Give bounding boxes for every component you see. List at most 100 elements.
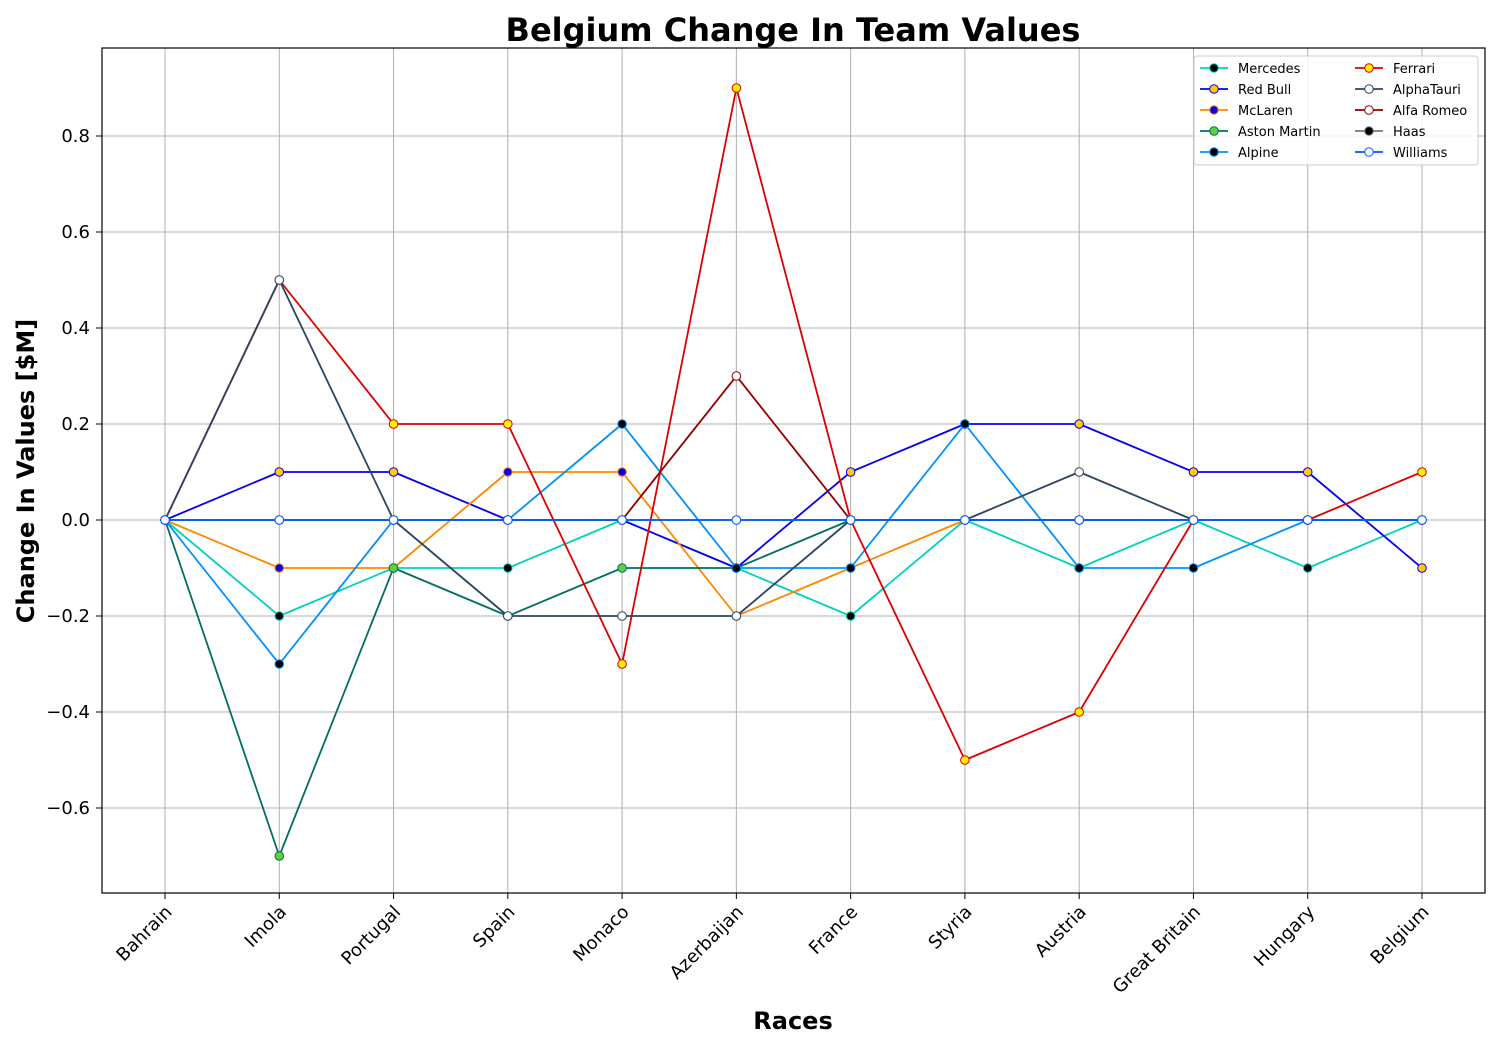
legend-item-ferrari: Ferrari (1355, 62, 1435, 77)
data-point-williams (731, 515, 742, 525)
data-point-alpine (845, 563, 856, 573)
data-point-red-bull (388, 467, 399, 477)
data-point-williams (1302, 515, 1313, 525)
data-point-mclaren (617, 467, 627, 477)
data-point-williams (1417, 515, 1427, 525)
data-point-williams (160, 515, 170, 525)
data-point-mercedes (503, 563, 513, 573)
y-tick-label: 0.4 (61, 318, 90, 339)
legend-item-mclaren: McLaren (1200, 104, 1293, 119)
legend-item-alpine: Alpine (1200, 146, 1279, 161)
legend-label: Aston Martin (1238, 125, 1321, 140)
data-point-red-bull (274, 467, 285, 477)
series-alfa-romeo (160, 371, 1427, 525)
data-point-williams (503, 515, 513, 525)
y-tick-label: −0.6 (46, 798, 90, 819)
data-point-williams (274, 515, 285, 525)
data-point-mclaren (274, 563, 285, 573)
x-tick-label: Azerbaijan (666, 902, 748, 984)
data-point-mercedes (1302, 563, 1313, 573)
y-tick-label: 0.6 (61, 222, 90, 243)
legend-label: Haas (1393, 125, 1426, 140)
legend-swatch-marker (1209, 105, 1219, 115)
x-tick-label: Portugal (338, 902, 406, 970)
data-point-ferrari (503, 419, 513, 429)
data-point-aston-martin (388, 563, 399, 573)
data-point-red-bull (1188, 467, 1199, 477)
data-point-ferrari (617, 659, 627, 669)
data-point-mercedes (845, 611, 856, 621)
plot-frame (101, 47, 1486, 894)
legend-swatch-marker (1209, 84, 1219, 94)
data-point-mercedes (274, 611, 285, 621)
data-point-red-bull (1302, 467, 1313, 477)
data-point-aston-martin (274, 851, 285, 861)
x-tick-label: Belgium (1367, 902, 1434, 969)
legend-item-alphatauri: AlphaTauri (1355, 83, 1461, 98)
legend-swatch-marker (1364, 63, 1374, 73)
x-tick-label: Spain (469, 902, 519, 952)
series-williams (160, 515, 1427, 525)
data-point-alpine (1188, 563, 1199, 573)
data-point-williams (845, 515, 856, 525)
legend-label: Williams (1393, 146, 1448, 161)
legend-label: Alfa Romeo (1393, 104, 1467, 119)
y-tick-label: −0.4 (46, 702, 90, 723)
y-axis-ticks: −0.6 −0.4 −0.2 0.0 0.2 0.4 0.6 0.8 (46, 126, 102, 819)
data-point-aston-martin (617, 563, 627, 573)
chart-title: Belgium Change In Team Values (506, 11, 1081, 49)
legend-label: Alpine (1238, 146, 1279, 161)
series-line-alfa-romeo (165, 375, 1422, 521)
legend-swatch-marker (1364, 105, 1374, 115)
legend-label: AlphaTauri (1393, 83, 1461, 98)
data-point-alpine (274, 659, 285, 669)
data-point-alphatauri (731, 611, 742, 621)
legend-swatch-marker (1209, 147, 1219, 157)
data-point-alpine (617, 419, 627, 429)
data-point-alphatauri (503, 611, 513, 621)
data-point-alphatauri (617, 611, 627, 621)
data-point-ferrari (1417, 467, 1427, 477)
data-point-alpine (1074, 563, 1084, 573)
series-layer (160, 83, 1427, 861)
legend-item-alfa-romeo: Alfa Romeo (1355, 104, 1467, 119)
legend-item-aston-martin: Aston Martin (1200, 125, 1321, 140)
data-point-williams (1188, 515, 1199, 525)
x-axis-ticks: Bahrain Imola Portugal Spain Monaco Azerbaija… (112, 893, 1434, 998)
series-line-red-bull (164, 423, 1423, 569)
legend-label: Red Bull (1238, 83, 1291, 98)
legend-item-haas: Haas (1355, 125, 1426, 140)
data-point-ferrari (960, 755, 970, 765)
legend-label: McLaren (1238, 104, 1293, 119)
y-tick-label: −0.2 (46, 606, 90, 627)
legend-swatch-marker (1209, 63, 1219, 73)
legend-swatch-marker (1209, 126, 1219, 136)
data-point-alfa-romeo (731, 371, 742, 381)
legend-box (1193, 55, 1479, 166)
data-point-alpine (960, 419, 970, 429)
legend-item-williams: Williams (1355, 146, 1448, 161)
legend-item-mercedes: Mercedes (1200, 62, 1301, 77)
x-tick-label: Great Britain (1109, 902, 1205, 998)
x-tick-label: Bahrain (112, 902, 176, 966)
data-point-williams (617, 515, 627, 525)
legend-label: Ferrari (1393, 62, 1435, 77)
data-point-williams (1074, 515, 1084, 525)
data-point-ferrari (1074, 707, 1084, 717)
y-axis-label: Change In Values [$M] (12, 319, 40, 623)
y-tick-label: 0.0 (61, 510, 90, 531)
grid-layer (102, 48, 1485, 893)
x-tick-label: France (805, 902, 862, 959)
x-tick-label: Styria (924, 902, 976, 954)
x-tick-label: Austria (1031, 902, 1091, 962)
data-point-red-bull (845, 467, 856, 477)
x-axis-label: Races (753, 1007, 832, 1035)
y-tick-label: 0.2 (61, 414, 90, 435)
legend-label: Mercedes (1238, 62, 1301, 77)
data-point-red-bull (1074, 419, 1084, 429)
data-point-williams (388, 515, 399, 525)
legend-swatch-marker (1364, 126, 1374, 136)
legend: Mercedes Red Bull McLaren Aston Martin Alpin… (1193, 55, 1479, 166)
data-point-mclaren (503, 467, 513, 477)
